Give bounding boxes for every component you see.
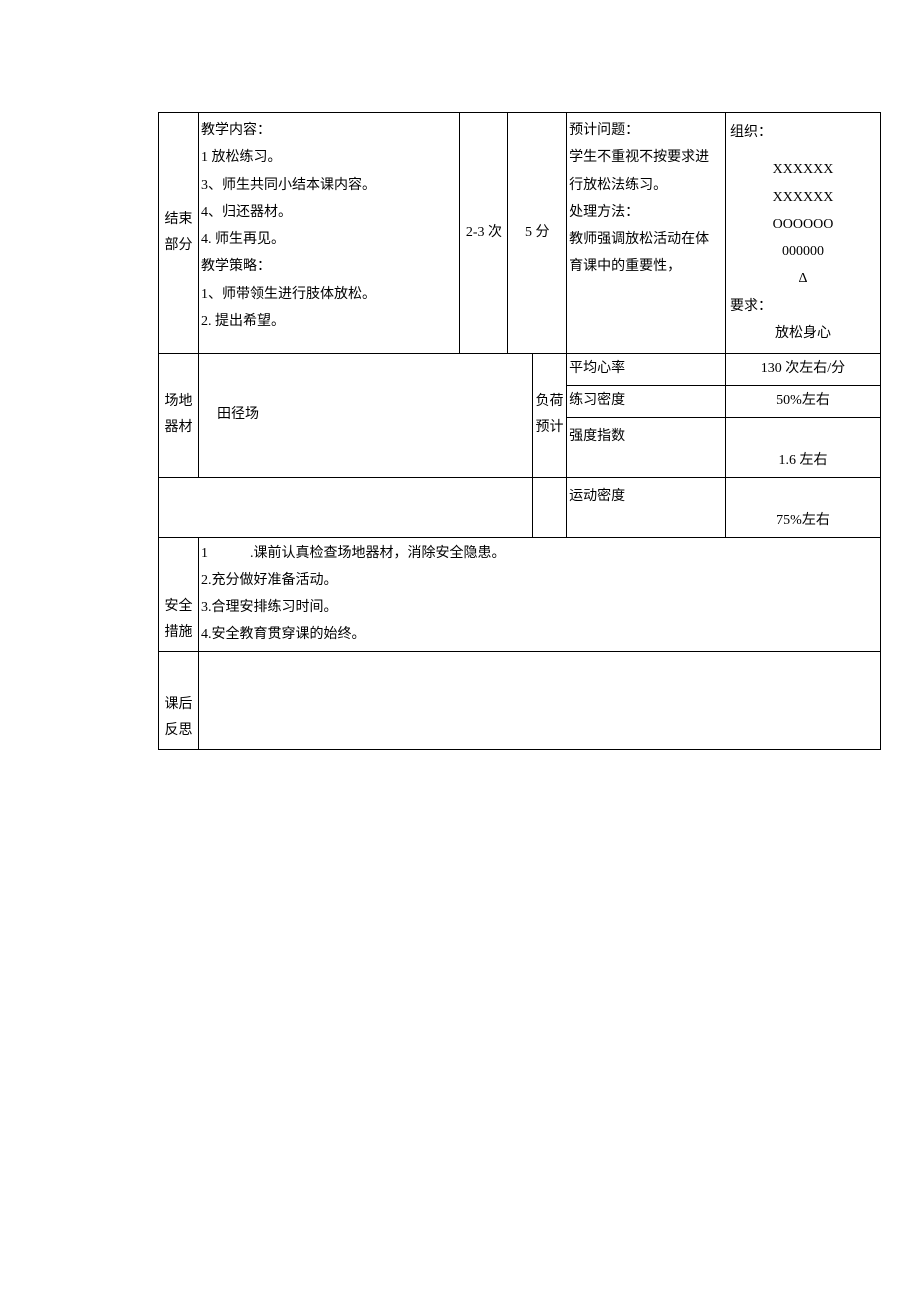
- empty-cell: [532, 477, 566, 537]
- teaching-content-text: 教学内容： 1 放松练习。 3、师生共同小结本课内容。 4、归还器材。 4. 师…: [201, 117, 457, 335]
- formation-line: OOOOOO: [730, 211, 876, 238]
- metric-label-cell: 强度指数: [567, 417, 726, 477]
- formation-line: XXXXXX: [730, 156, 876, 183]
- formation-line: XXXXXX: [730, 184, 876, 211]
- problems-text: 预计问题： 学生不重视不按要求进行放松法练习。 处理方法： 教师强调放松活动在体…: [569, 117, 723, 281]
- practice-density-label: 练习密度: [569, 393, 625, 408]
- lesson-plan-table: 结束部分 教学内容： 1 放松练习。 3、师生共同小结本课内容。 4、归还器材。…: [158, 112, 881, 750]
- metric-value-cell: 50%左右: [726, 385, 881, 417]
- label-text: 负荷预计: [535, 389, 564, 442]
- table-row: 课后反思: [159, 651, 881, 749]
- section-label-reflection: 课后反思: [159, 651, 199, 749]
- venue-value: 田径场: [217, 407, 259, 422]
- section-label-venue: 场地器材: [159, 354, 199, 477]
- duration-value: 5 分: [525, 225, 550, 240]
- table-row: 结束部分 教学内容： 1 放松练习。 3、师生共同小结本课内容。 4、归还器材。…: [159, 113, 881, 354]
- table-row: 场地器材 田径场 负荷预计 平均心率 130 次左右/分: [159, 354, 881, 386]
- motion-density-label: 运动密度: [569, 489, 625, 504]
- metric-label-cell: 练习密度: [567, 385, 726, 417]
- section-label-ending: 结束部分: [159, 113, 199, 354]
- intensity-value: 1.6 左右: [779, 453, 828, 468]
- problems-cell: 预计问题： 学生不重视不按要求进行放松法练习。 处理方法： 教师强调放松活动在体…: [567, 113, 726, 354]
- label-text: 课后反思: [161, 692, 196, 745]
- venue-cell: 田径场: [199, 354, 533, 477]
- label-text: 结束部分: [161, 207, 196, 260]
- table-row: 安全措施 1 .课前认真检查场地器材，消除安全隐患。 2.充分做好准备活动。 3…: [159, 537, 881, 651]
- organization-cell: 组织： XXXXXX XXXXXX OOOOOO 000000 Δ 要求： 放松…: [726, 113, 881, 354]
- metric-value-cell: 130 次左右/分: [726, 354, 881, 386]
- label-text: 安全措施: [161, 594, 196, 647]
- table-row: 运动密度 75%左右: [159, 477, 881, 537]
- reflection-content-cell: [199, 651, 881, 749]
- metric-label-cell: 运动密度: [567, 477, 726, 537]
- safety-content-cell: 1 .课前认真检查场地器材，消除安全隐患。 2.充分做好准备活动。 3.合理安排…: [199, 537, 881, 651]
- load-label-cell: 负荷预计: [532, 354, 566, 477]
- document-page: 结束部分 教学内容： 1 放松练习。 3、师生共同小结本课内容。 4、归还器材。…: [0, 0, 920, 1301]
- label-text: 场地器材: [161, 389, 196, 442]
- motion-density-value: 75%左右: [776, 513, 830, 528]
- metric-label-cell: 平均心率: [567, 354, 726, 386]
- intensity-label: 强度指数: [569, 429, 625, 444]
- req-text: 放松身心: [730, 320, 876, 347]
- metric-value-cell: 75%左右: [726, 477, 881, 537]
- heart-rate-label: 平均心率: [569, 361, 625, 376]
- metric-value-cell: 1.6 左右: [726, 417, 881, 477]
- heart-rate-value: 130 次左右/分: [761, 361, 845, 376]
- formation-line: Δ: [730, 265, 876, 292]
- empty-cell: [159, 477, 533, 537]
- times-cell: 2-3 次: [460, 113, 508, 354]
- section-label-safety: 安全措施: [159, 537, 199, 651]
- req-title: 要求：: [730, 293, 876, 320]
- teaching-content-cell: 教学内容： 1 放松练习。 3、师生共同小结本课内容。 4、归还器材。 4. 师…: [199, 113, 460, 354]
- times-value: 2-3 次: [466, 225, 502, 240]
- practice-density-value: 50%左右: [776, 393, 830, 408]
- safety-text: 1 .课前认真检查场地器材，消除安全隐患。 2.充分做好准备活动。 3.合理安排…: [201, 540, 878, 649]
- formation-line: 000000: [730, 238, 876, 265]
- org-title: 组织：: [730, 119, 876, 146]
- duration-cell: 5 分: [508, 113, 567, 354]
